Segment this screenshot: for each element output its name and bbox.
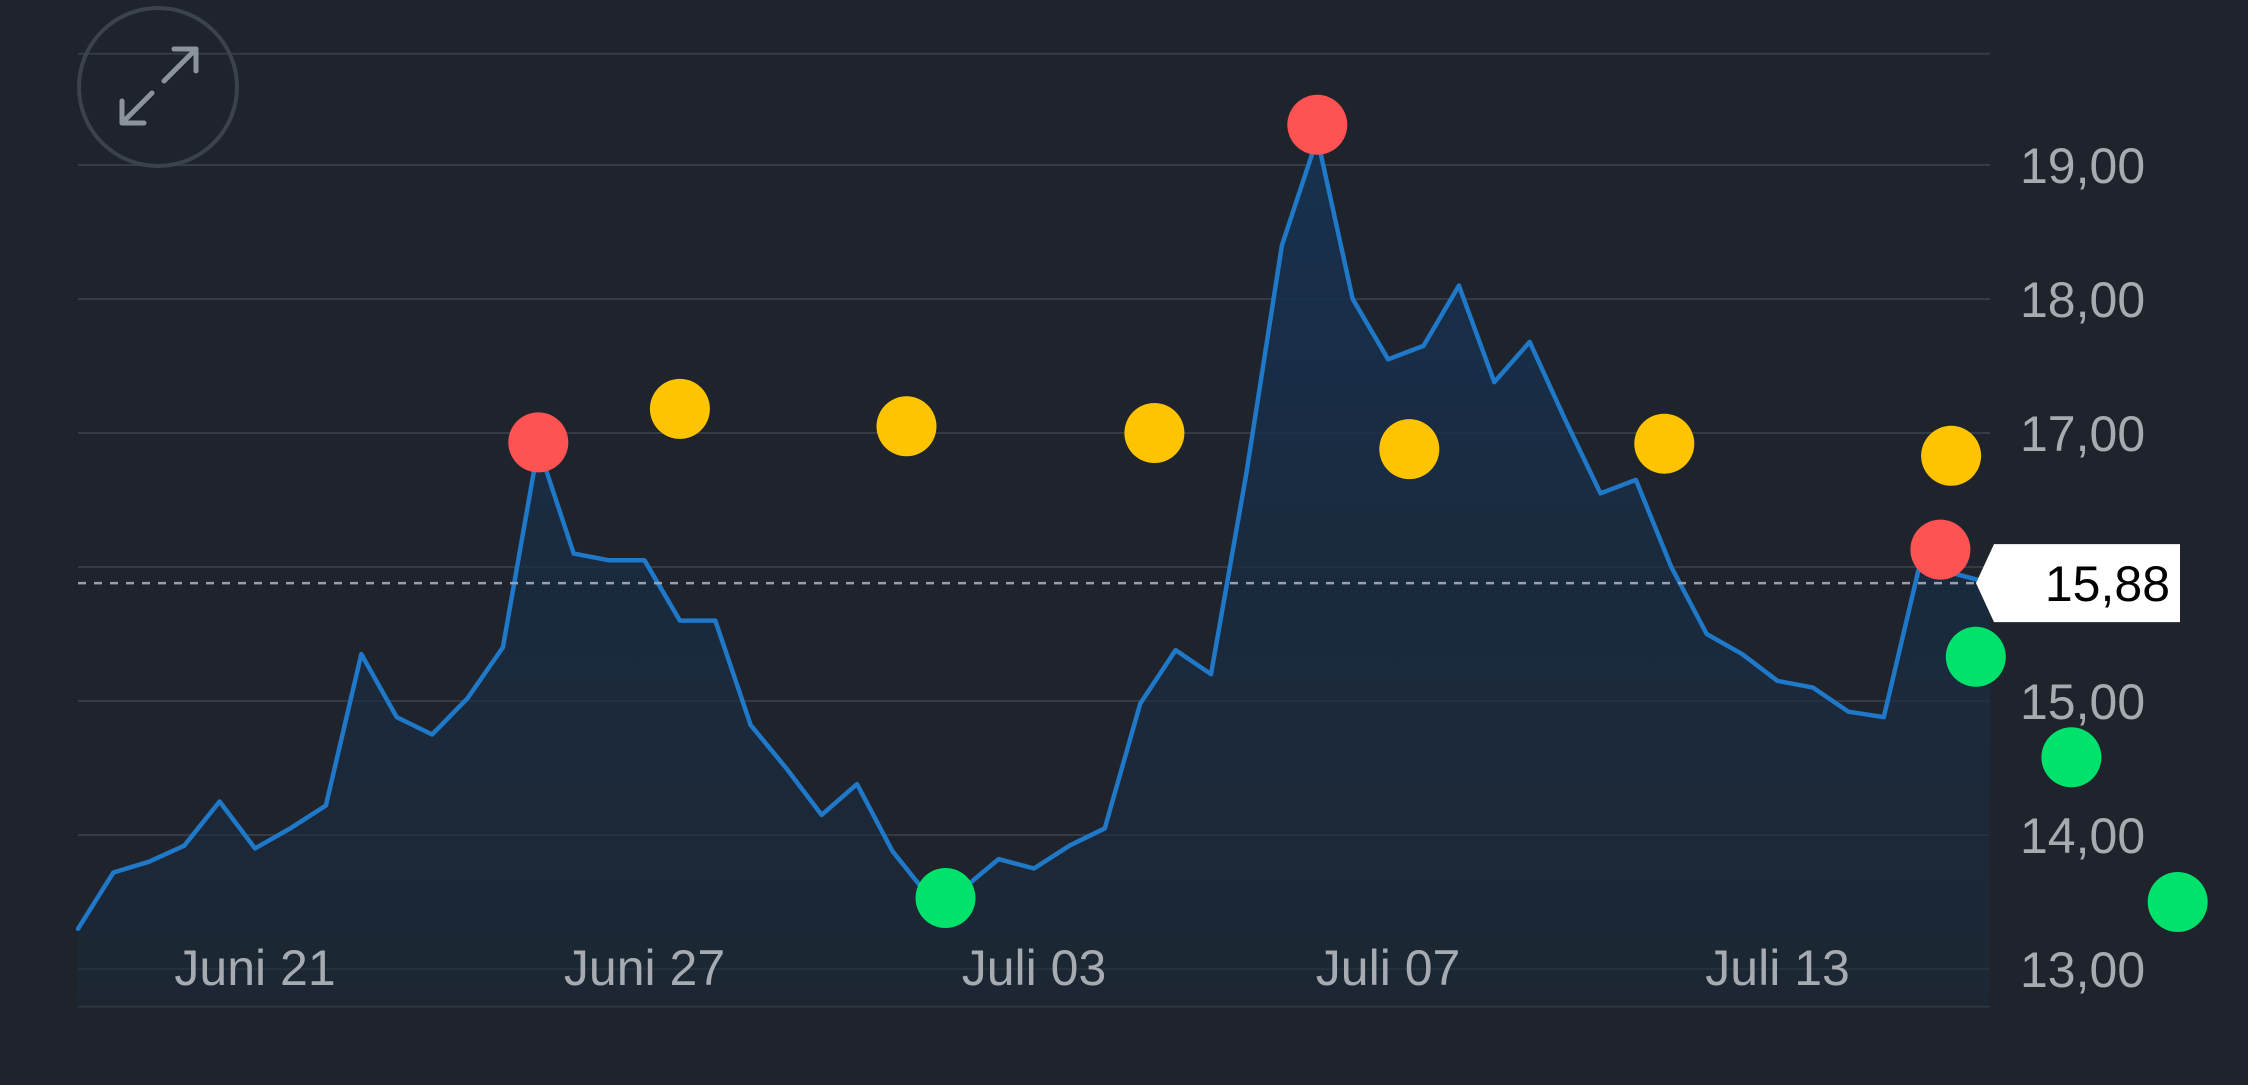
price-area <box>78 138 1990 1007</box>
current-price-label: 15,88 <box>1976 544 2180 623</box>
current-price-tag <box>1976 544 2180 623</box>
price-series-line <box>75 135 1993 932</box>
signal-marker-green[interactable] <box>2041 727 2102 788</box>
y-tick-label: 18,00 <box>2020 272 2145 328</box>
signal-marker-yellow[interactable] <box>1379 419 1440 480</box>
signal-marker-green[interactable] <box>1945 626 2006 687</box>
y-tick-label: 13,00 <box>2020 942 2145 998</box>
signal-marker-yellow[interactable] <box>1124 403 1185 463</box>
x-tick-label: Juni 21 <box>174 940 335 996</box>
signal-marker-red[interactable] <box>1910 519 1971 580</box>
signal-marker-green[interactable] <box>915 868 976 928</box>
x-tick-label: Juni 27 <box>564 940 725 996</box>
signal-marker-yellow[interactable] <box>1634 413 1695 474</box>
x-tick-label: Juli 07 <box>1316 940 1461 996</box>
signal-marker-green[interactable] <box>2147 872 2208 932</box>
x-tick-label: Juli 03 <box>962 940 1107 996</box>
expand-arrows-icon <box>119 46 199 126</box>
signal-marker-yellow[interactable] <box>1921 425 1982 486</box>
y-tick-label: 15,00 <box>2020 674 2145 730</box>
signal-marker-yellow[interactable] <box>649 378 710 439</box>
y-tick-label: 14,00 <box>2020 808 2145 864</box>
y-tick-label: 17,00 <box>2020 406 2145 462</box>
y-axis-ticks: 13,00 14,00 15,00 17,00 18,00 19,00 <box>2020 138 2145 998</box>
signal-marker-yellow[interactable] <box>876 396 937 457</box>
current-price-value: 15,88 <box>2045 556 2170 612</box>
signal-marker-red[interactable] <box>508 412 569 473</box>
price-area-fill <box>78 138 1990 1007</box>
y-tick-label: 19,00 <box>2020 138 2145 194</box>
x-tick-label: Juli 13 <box>1705 940 1850 996</box>
signal-markers <box>508 94 2208 932</box>
signal-marker-red[interactable] <box>1287 94 1348 155</box>
expand-button[interactable] <box>77 6 239 168</box>
x-axis-ticks: Juni 21 Juni 27 Juli 03 Juli 07 Juli 13 <box>174 940 1849 996</box>
price-line <box>75 135 1993 932</box>
expand-button-ring <box>77 6 239 168</box>
